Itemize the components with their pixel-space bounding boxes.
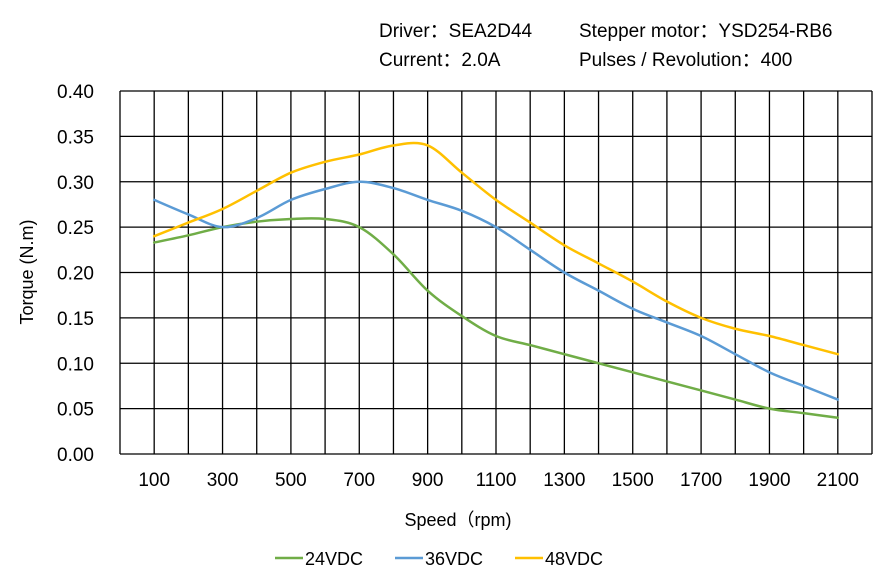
motor-label: Stepper motor：YSD254-RB6 — [579, 21, 833, 42]
x-tick-label: 1300 — [543, 470, 585, 491]
x-tick-label: 300 — [207, 470, 239, 491]
series-line-48vdc — [152, 141, 840, 356]
x-tick-label: 1500 — [612, 470, 654, 491]
y-tick-label: 0.15 — [57, 309, 94, 330]
x-tick-label: 700 — [343, 470, 375, 491]
y-axis-label: Torque (N.m) — [17, 219, 37, 324]
y-tick-label: 0.10 — [57, 354, 94, 375]
x-tick-label: 2100 — [817, 470, 859, 491]
x-tick-label: 500 — [275, 470, 307, 491]
driver-label: Driver：SEA2D44 — [379, 21, 533, 42]
x-tick-label: 900 — [412, 470, 444, 491]
legend-label-48vdc: 48VDC — [545, 549, 603, 569]
series-line-36vdc — [152, 180, 840, 401]
x-tick-label: 1900 — [748, 470, 790, 491]
y-tick-label: 0.05 — [57, 400, 94, 421]
x-tick-label: 100 — [138, 470, 170, 491]
y-tick-label: 0.20 — [57, 264, 94, 285]
series-line-24vdc — [152, 216, 840, 419]
x-tick-label: 1100 — [476, 470, 517, 491]
pulses-label: Pulses / Revolution：400 — [579, 50, 793, 71]
y-tick-label: 0.40 — [57, 82, 94, 103]
y-tick-label: 0.00 — [57, 445, 94, 466]
current-label: Current：2.0A — [379, 50, 501, 71]
legend-label-36vdc: 36VDC — [425, 549, 483, 569]
x-tick-label: 1700 — [680, 470, 722, 491]
y-tick-label: 0.30 — [57, 173, 94, 194]
y-tick-label: 0.35 — [57, 127, 94, 148]
legend-label-24vdc: 24VDC — [305, 549, 363, 569]
y-tick-label: 0.25 — [57, 218, 94, 239]
x-axis-label: Speed（rpm) — [404, 510, 511, 530]
